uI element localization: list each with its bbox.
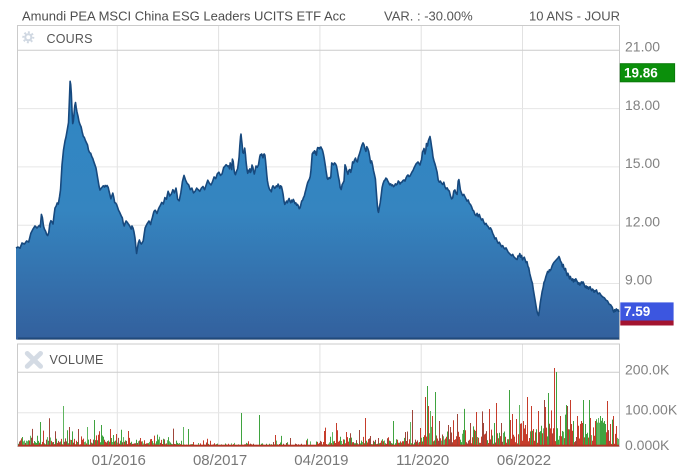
svg-text:01/2016: 01/2016 xyxy=(92,452,146,469)
svg-text:21.00: 21.00 xyxy=(625,39,660,55)
svg-text:06/2022: 06/2022 xyxy=(497,452,551,469)
svg-text:10 ANS - JOUR: 10 ANS - JOUR xyxy=(529,9,620,24)
svg-text:200.0K: 200.0K xyxy=(625,361,670,377)
svg-text:VAR. : -30.00%: VAR. : -30.00% xyxy=(384,9,473,24)
svg-text:04/2019: 04/2019 xyxy=(294,452,348,469)
svg-text:08/2017: 08/2017 xyxy=(193,452,247,469)
svg-text:7.59: 7.59 xyxy=(624,304,650,319)
svg-text:15.00: 15.00 xyxy=(625,155,660,171)
svg-text:0.000K: 0.000K xyxy=(625,437,670,453)
svg-text:12.00: 12.00 xyxy=(625,213,660,229)
svg-text:Amundi PEA MSCI China ESG Lead: Amundi PEA MSCI China ESG Leaders UCITS … xyxy=(22,9,346,24)
svg-text:VOLUME: VOLUME xyxy=(50,353,104,367)
svg-text:COURS: COURS xyxy=(47,32,93,46)
svg-text:100.00K: 100.00K xyxy=(625,402,678,418)
svg-text:11/2020: 11/2020 xyxy=(396,452,449,469)
svg-text:18.00: 18.00 xyxy=(625,97,660,113)
svg-text:9.00: 9.00 xyxy=(625,272,652,288)
svg-text:19.86: 19.86 xyxy=(624,66,658,81)
